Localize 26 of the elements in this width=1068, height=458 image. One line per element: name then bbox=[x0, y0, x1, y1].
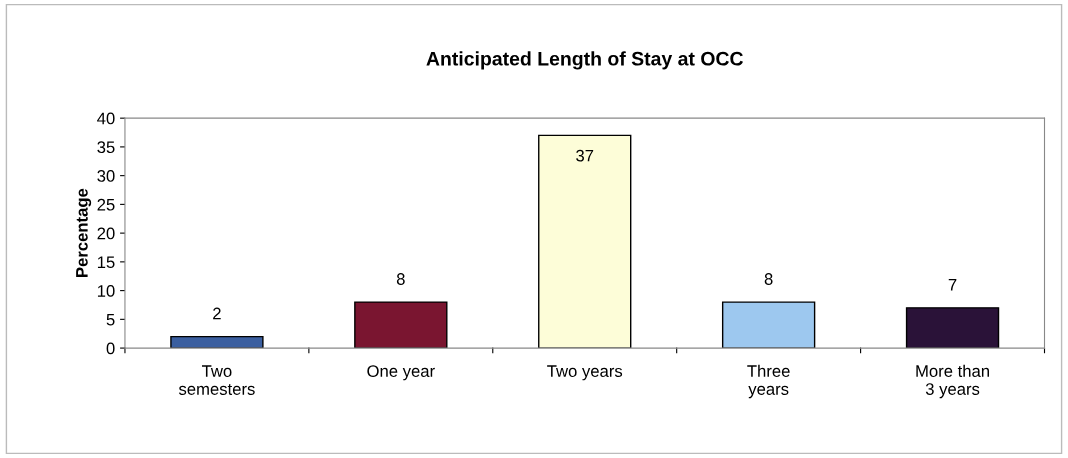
bar bbox=[905, 307, 1000, 349]
y-tick-label: 35 bbox=[97, 141, 115, 154]
bar bbox=[538, 134, 632, 349]
bar bbox=[721, 301, 816, 349]
y-tick-label: 0 bbox=[106, 342, 115, 355]
y-tick-label: 40 bbox=[97, 112, 115, 125]
y-axis-title: Percentage bbox=[76, 188, 92, 277]
y-tick-label: 25 bbox=[97, 198, 115, 211]
data-label: 2 bbox=[213, 307, 221, 320]
x-tick-label: Two years bbox=[547, 365, 623, 381]
y-tick-label: 5 bbox=[106, 313, 115, 326]
y-tick-label: 20 bbox=[97, 227, 115, 240]
chart-title: Anticipated Length of Stay at OCC bbox=[426, 51, 744, 70]
bar bbox=[170, 335, 264, 349]
bar bbox=[354, 301, 448, 349]
data-label: 8 bbox=[396, 273, 405, 285]
y-tick-label: 30 bbox=[97, 170, 115, 182]
y-tick-label: 10 bbox=[97, 285, 115, 297]
x-tick-label: One year bbox=[367, 365, 435, 381]
data-label: 7 bbox=[948, 279, 957, 291]
x-tick-label: More than 3 years bbox=[916, 364, 989, 399]
x-tick-label: Three years bbox=[747, 364, 790, 399]
data-label: 8 bbox=[764, 273, 773, 285]
x-tick-label: Two semesters bbox=[178, 365, 255, 395]
y-tick-label: 15 bbox=[97, 256, 115, 269]
data-label: 37 bbox=[576, 149, 594, 162]
